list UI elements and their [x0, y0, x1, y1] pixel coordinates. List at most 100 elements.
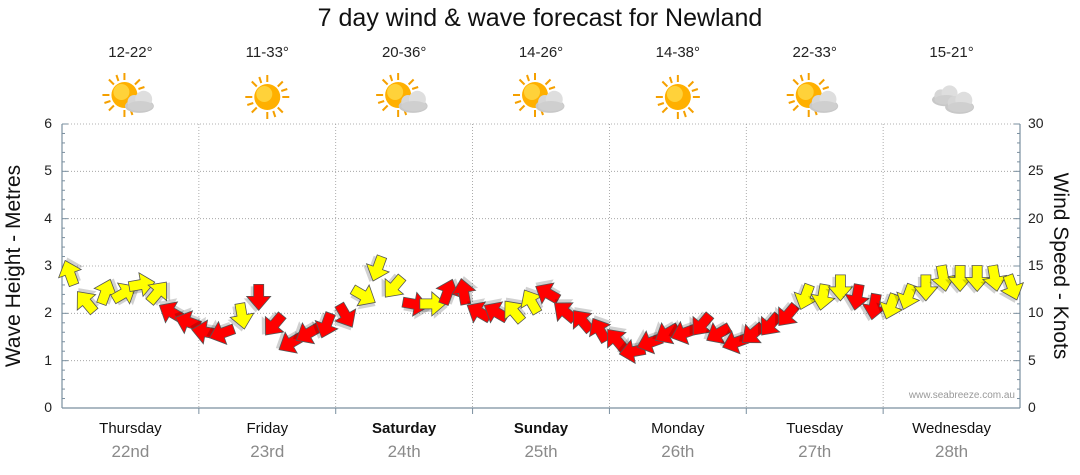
wind-arrow-body: [930, 264, 956, 292]
wind-arrow: [962, 265, 991, 294]
day-name-label: Saturday: [372, 420, 437, 437]
right-tick-label: 15: [1028, 257, 1044, 273]
temperature-range: 14-38°: [655, 44, 701, 61]
temperature-range: 11-33°: [245, 44, 289, 61]
wind-arrow-body: [57, 259, 83, 288]
wind-arrow-body: [742, 321, 767, 344]
day-name-label: Tuesday: [786, 420, 844, 437]
left-tick-label: 1: [44, 351, 52, 368]
wind-arrow-body: [314, 311, 339, 339]
temperature-range: 22-33°: [792, 44, 837, 61]
right-tick-label: 10: [1028, 304, 1044, 321]
wind-arrow-body: [229, 302, 255, 330]
wind-arrow-body: [981, 264, 1008, 292]
wind-arrow: [145, 281, 171, 306]
wind-arrow: [57, 257, 84, 288]
wind-arrow: [333, 301, 357, 331]
wind-arrow-body: [879, 292, 904, 320]
wind-arrow: [739, 321, 767, 344]
wind-arrow: [535, 279, 562, 305]
day-name-label: Wednesday: [912, 420, 992, 437]
left-tick-label: 5: [44, 162, 52, 179]
day-name-label: Thursday: [99, 420, 162, 437]
chart-title: 7 day wind & wave forecast for Newland: [317, 4, 763, 32]
wind-arrow-body: [504, 300, 527, 325]
wind-arrow-body: [999, 273, 1025, 301]
left-tick-label: 6: [44, 115, 52, 131]
wind-arrow: [76, 288, 99, 316]
wind-arrow-body: [654, 321, 682, 345]
day-date-label: 28th: [935, 442, 969, 461]
wind-arrow: [227, 302, 255, 332]
wind-arrow: [206, 319, 237, 345]
left-tick-label: 2: [44, 304, 52, 321]
wind-arrow: [363, 254, 391, 282]
wind-arrow: [689, 311, 715, 336]
wind-arrow-body: [778, 301, 800, 327]
temperature-range: 12-22°: [108, 44, 153, 61]
wind-arrow: [859, 292, 887, 322]
wind-arrow-body: [913, 274, 939, 302]
wind-arrow-body: [692, 311, 715, 336]
left-tick-label: 0: [44, 399, 52, 415]
day-date-label: 26th: [661, 442, 695, 461]
wind-arrow: [928, 264, 956, 294]
wind-arrow-body: [761, 311, 783, 336]
wind-arrow: [93, 278, 121, 307]
day-date-label: 25th: [524, 442, 558, 461]
credit-text: www.seabreeze.com.au: [908, 390, 1015, 401]
right-tick-label: 0: [1028, 399, 1036, 415]
right-tick-label: 5: [1028, 351, 1036, 368]
day-date-label: 22nd: [111, 442, 150, 461]
wind-arrow-body: [722, 330, 750, 355]
wind-arrow-body: [384, 273, 407, 298]
wind-arrow: [435, 278, 463, 307]
wind-arrow-body: [365, 254, 391, 282]
wind-arrow: [893, 282, 921, 311]
wind-arrow-body: [706, 321, 733, 345]
wind-arrow-body: [349, 284, 376, 307]
wind-arrow-body: [145, 281, 167, 306]
sun-cloud-icon: [101, 72, 154, 118]
wind-arrow: [980, 264, 1008, 294]
wind-arrow: [483, 298, 510, 324]
wind-arrow: [842, 283, 870, 312]
wind-arrow-body: [535, 282, 562, 305]
wind-arrow: [127, 271, 158, 299]
wind-arrow: [243, 283, 272, 313]
wind-arrow-body: [827, 274, 854, 302]
sun-icon: [244, 74, 291, 120]
wind-arrow-body: [76, 291, 99, 316]
wind-arrow-body: [208, 320, 237, 345]
wind-arrow: [757, 311, 783, 336]
day-name-label: Sunday: [513, 420, 569, 437]
wind-arrow: [401, 291, 430, 320]
cloud-icon: [931, 85, 975, 114]
left-tick-label: 3: [44, 257, 52, 273]
wind-arrow-body: [333, 301, 357, 328]
wind-arrow: [261, 311, 287, 336]
wind-arrow: [998, 273, 1025, 303]
wind-arrow: [419, 291, 448, 319]
wind-arrow-body: [401, 291, 430, 317]
day-name-label: Monday: [651, 420, 705, 437]
wind-arrow: [349, 284, 376, 310]
sun-cloud-icon: [375, 72, 428, 118]
wind-arrow: [910, 274, 939, 303]
wind-arrow: [807, 283, 836, 312]
day-date-label: 24th: [387, 442, 421, 461]
wind-arrow-body: [861, 292, 887, 321]
sun-cloud-icon: [785, 72, 839, 118]
right-tick-label: 25: [1028, 162, 1044, 179]
wind-arrow: [876, 292, 904, 320]
wind-arrow: [668, 319, 699, 345]
wind-arrow-body: [964, 265, 991, 293]
wind-arrow-body: [127, 271, 156, 298]
wind-arrow-body: [451, 278, 477, 306]
wind-arrow: [825, 274, 854, 303]
wind-arrow: [466, 298, 493, 324]
wind-arrow-body: [810, 283, 836, 311]
day-name-label: Friday: [246, 420, 289, 437]
wind-arrow: [293, 321, 322, 345]
